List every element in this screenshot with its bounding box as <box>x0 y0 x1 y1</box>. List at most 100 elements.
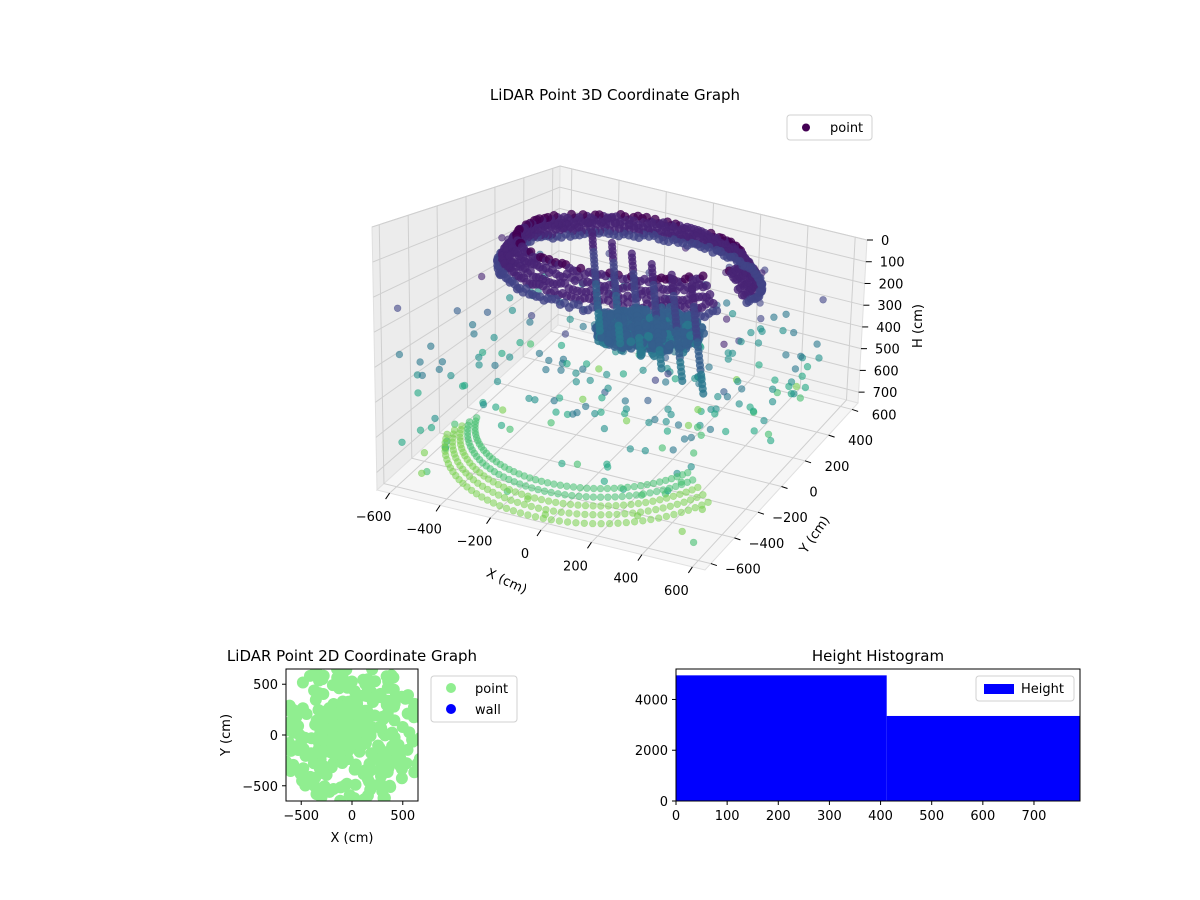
x-tick-3d <box>435 505 441 512</box>
point-3d <box>581 402 590 411</box>
point-3d <box>614 519 622 527</box>
point-3d <box>573 510 581 518</box>
legend-3d: point <box>786 114 873 141</box>
point-3d <box>649 497 657 505</box>
point-3d <box>489 499 498 507</box>
point-3d <box>568 491 576 500</box>
x-tick-label-3d: 200 <box>563 559 588 574</box>
point-3d <box>618 492 626 501</box>
point-3d <box>768 385 777 393</box>
point-3d <box>610 484 618 492</box>
histogram-axes-frame <box>675 668 1081 802</box>
point-3d <box>555 517 564 525</box>
point-3d <box>684 506 693 514</box>
y-tick-label-2d: −500 <box>242 780 278 795</box>
point-3d <box>506 294 514 302</box>
point-3d <box>688 476 697 484</box>
y-tick-3d <box>734 537 741 541</box>
y-tick-label-3d: 400 <box>848 434 873 449</box>
point-3d <box>698 501 706 509</box>
x-tick-label-3d: −400 <box>406 522 442 537</box>
y-tick-label-3d: 600 <box>872 408 897 423</box>
point-3d <box>489 488 497 496</box>
point-3d <box>589 484 598 493</box>
point-3d <box>604 493 612 501</box>
point-3d <box>621 510 629 518</box>
point-3d <box>557 341 566 350</box>
point-3d <box>721 427 730 436</box>
point-2d <box>326 679 339 692</box>
point-3d <box>550 397 558 405</box>
point-3d <box>661 378 670 386</box>
x-tick-label-2d: 500 <box>390 809 415 824</box>
point-3d <box>598 394 606 402</box>
point-3d <box>531 513 540 521</box>
point-3d <box>563 360 571 368</box>
point-3d <box>651 415 659 424</box>
z-tick-label-3d: 100 <box>880 256 905 271</box>
point-3d <box>463 483 471 491</box>
legend-2d-point-marker <box>446 683 456 693</box>
point-3d <box>655 478 664 486</box>
point-3d <box>662 512 671 521</box>
point-3d <box>656 496 664 504</box>
point-3d <box>665 484 674 492</box>
point-3d <box>516 338 524 347</box>
y-tick-label-3d: 200 <box>825 460 850 475</box>
point-3d <box>622 405 631 413</box>
point-3d <box>558 459 566 468</box>
y-axis-label-2d: Y (cm) <box>219 714 234 757</box>
point-3d <box>619 501 628 509</box>
point-3d <box>617 484 625 492</box>
point-3d <box>479 400 488 409</box>
point-3d <box>673 500 681 508</box>
3d-tick-labels: −600−400−2000200400600−600−400−200020040… <box>356 234 905 599</box>
point-3d <box>612 501 620 510</box>
point-2d <box>317 767 330 780</box>
point-3d <box>470 330 478 338</box>
point-3d <box>647 515 655 524</box>
y-tick-label-hist: 4000 <box>635 693 668 708</box>
point-3d <box>537 477 546 485</box>
point-3d <box>626 445 634 453</box>
point-3d <box>689 449 698 457</box>
point-2d <box>414 732 418 744</box>
point-3d <box>517 490 526 498</box>
point-2d <box>345 725 357 738</box>
x-tick-label-2d: −500 <box>283 809 319 824</box>
point-3d <box>674 421 683 429</box>
point-3d <box>600 477 608 485</box>
point-3d <box>639 366 647 374</box>
point-3d <box>579 395 587 403</box>
point-3d <box>691 374 699 383</box>
point-2d <box>335 738 348 751</box>
point-3d <box>771 376 779 384</box>
gridline-h <box>373 207 865 298</box>
legend-3d-box <box>786 114 873 141</box>
point-3d <box>644 396 652 405</box>
point-3d <box>603 460 611 468</box>
point-3d <box>641 447 649 455</box>
point-3d <box>683 320 693 330</box>
point-3d <box>616 339 625 348</box>
point-3d <box>513 498 522 507</box>
point-3d <box>630 482 638 491</box>
x-tick-3d <box>536 529 542 537</box>
point-3d <box>734 377 742 386</box>
point-3d <box>764 430 773 438</box>
point-3d <box>591 409 599 418</box>
gridline-y <box>378 224 712 565</box>
point-3d <box>483 485 492 494</box>
point-2d <box>337 704 350 717</box>
z-tick-label-3d: 700 <box>873 386 898 401</box>
point-3d <box>603 336 613 346</box>
gridline-x <box>692 237 856 568</box>
point-3d <box>790 390 798 398</box>
point-3d <box>747 328 755 337</box>
point-2d <box>334 794 347 801</box>
point-3d <box>563 482 571 490</box>
point-3d <box>500 494 509 502</box>
point-3d <box>543 479 552 487</box>
chart-title-histogram: Height Histogram <box>812 647 944 665</box>
point-3d <box>670 510 678 519</box>
